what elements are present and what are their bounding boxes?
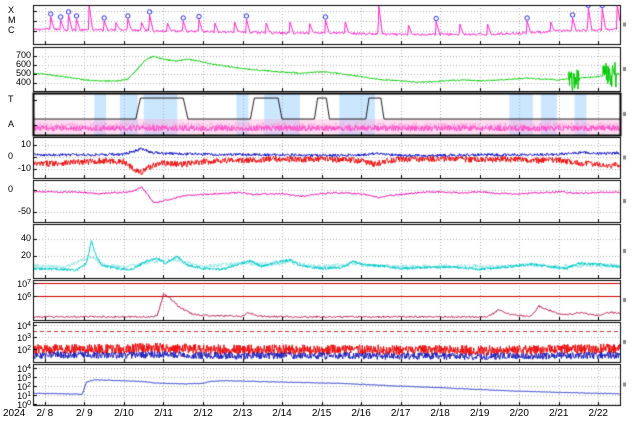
chart-canvas: [0, 0, 634, 424]
chart-figure: X M C 700 600 500 400 T A 10 0 -10 0 -50 40 20 107 106 104…: [0, 0, 634, 424]
